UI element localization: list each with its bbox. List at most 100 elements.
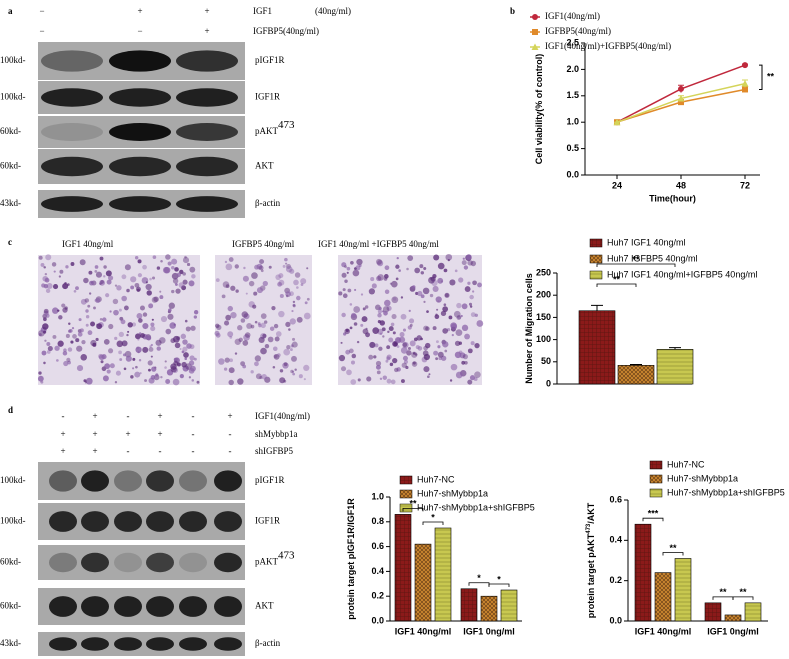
micrograph xyxy=(215,255,312,385)
legend-label: Huh7-shMybbp1a+shIGFBP5 xyxy=(417,502,535,512)
cell xyxy=(423,267,427,271)
cell xyxy=(52,284,59,290)
cell xyxy=(399,332,405,338)
cell xyxy=(181,350,185,354)
cell xyxy=(414,267,421,274)
cell xyxy=(37,375,44,382)
cell xyxy=(228,367,235,374)
cell xyxy=(228,379,234,386)
point xyxy=(742,62,748,69)
cell xyxy=(412,361,416,365)
cell xyxy=(400,346,408,354)
cell xyxy=(234,352,238,355)
cell xyxy=(300,278,307,285)
cell xyxy=(285,294,289,298)
cell xyxy=(116,285,122,291)
cell xyxy=(137,273,143,278)
legend-label: Huh7-shMybbp1a xyxy=(667,473,738,483)
blot-band xyxy=(49,470,77,492)
cell xyxy=(456,315,462,320)
cell xyxy=(89,280,94,286)
x-tick-label: 24 xyxy=(612,180,622,190)
sig-bracket xyxy=(488,583,510,587)
cell xyxy=(345,349,351,355)
cell xyxy=(303,312,311,320)
sig-bracket xyxy=(759,64,763,90)
cell xyxy=(148,347,154,352)
legend-swatch xyxy=(399,475,413,485)
cell xyxy=(237,325,243,331)
cell xyxy=(419,264,424,269)
significance: ** xyxy=(669,543,677,553)
sign: - xyxy=(192,429,195,439)
cell xyxy=(237,378,244,385)
cell xyxy=(298,374,303,379)
cell xyxy=(41,350,47,356)
cell xyxy=(57,340,64,347)
cell xyxy=(391,314,397,320)
cell xyxy=(469,305,473,308)
cell xyxy=(296,286,299,289)
cell xyxy=(153,296,159,302)
cell xyxy=(149,345,152,348)
size-marker: 60kd- xyxy=(0,161,21,171)
y-axis-label: protein target pAKT473/AKT xyxy=(586,502,597,618)
cell xyxy=(98,354,105,361)
protein-label: IGF1R xyxy=(255,516,280,526)
cell xyxy=(261,373,267,380)
legend-label: Huh7-NC xyxy=(667,459,705,469)
blot-band xyxy=(41,156,103,177)
cell xyxy=(432,285,439,292)
cell xyxy=(459,352,466,359)
cell xyxy=(272,366,276,369)
sign: - xyxy=(127,411,130,421)
blot-band xyxy=(49,511,77,532)
y-tick-label: 0.6 xyxy=(609,494,622,504)
cell xyxy=(123,305,129,311)
cell xyxy=(386,345,391,350)
cell xyxy=(377,260,384,267)
cell xyxy=(169,322,176,329)
cell xyxy=(443,268,448,273)
cell xyxy=(127,322,133,328)
cell xyxy=(52,334,57,339)
significance: ** xyxy=(739,587,747,597)
cell xyxy=(170,338,176,344)
cell xyxy=(193,357,197,361)
cell xyxy=(372,327,380,334)
cell xyxy=(38,333,42,337)
panel-label: c xyxy=(8,237,12,247)
cell xyxy=(159,337,166,344)
cell xyxy=(108,323,114,330)
cell xyxy=(283,348,291,356)
sign: + xyxy=(157,429,162,439)
cell xyxy=(293,279,299,286)
cell xyxy=(227,305,234,312)
cell xyxy=(294,368,297,371)
cell xyxy=(218,358,225,365)
cell xyxy=(286,264,291,269)
cell xyxy=(341,262,347,268)
sig-bracket xyxy=(732,596,754,600)
cell xyxy=(369,341,376,348)
y-tick-label: 50 xyxy=(541,356,551,366)
y-tick-label: 0.2 xyxy=(609,575,622,585)
cell xyxy=(467,348,473,354)
cell xyxy=(433,254,440,261)
cell xyxy=(174,342,181,349)
cell xyxy=(383,310,388,316)
significance: * xyxy=(497,574,501,584)
cell xyxy=(350,260,354,265)
cell xyxy=(235,289,239,293)
cell xyxy=(388,326,394,332)
significance: ** xyxy=(767,72,775,82)
sig-bracket xyxy=(596,283,637,287)
cell xyxy=(252,304,257,309)
cell xyxy=(386,378,392,384)
cell xyxy=(73,289,77,293)
cell xyxy=(94,298,98,302)
blot-band xyxy=(176,123,238,141)
y-tick-label: 200 xyxy=(536,290,551,300)
cell xyxy=(411,285,416,289)
cell xyxy=(63,360,69,367)
